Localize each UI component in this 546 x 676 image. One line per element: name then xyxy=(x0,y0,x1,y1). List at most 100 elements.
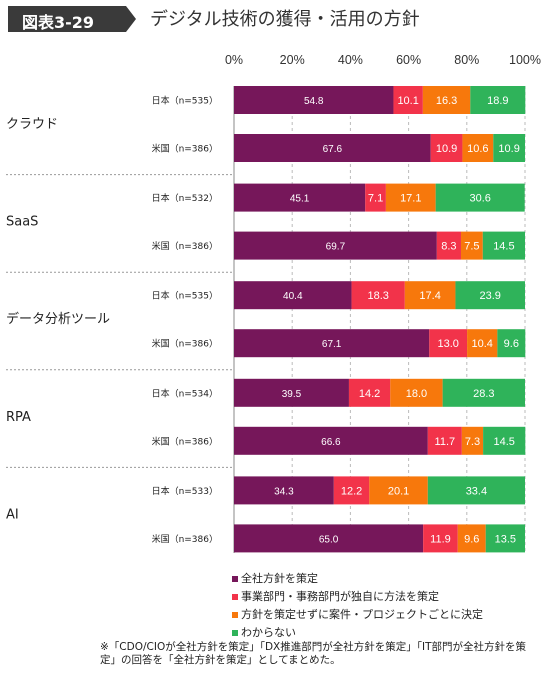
bar-segment xyxy=(462,134,494,162)
legend-label: 全社方針を策定 xyxy=(241,572,318,585)
bar-label: 日本（n=535） xyxy=(152,95,218,107)
data-label: 10.6 xyxy=(467,143,488,155)
bar-segment xyxy=(365,183,386,212)
bar-label: 日本（n=534） xyxy=(152,387,218,399)
data-label: 33.4 xyxy=(466,485,487,497)
data-label: 8.3 xyxy=(441,241,456,253)
data-label: 11.7 xyxy=(435,436,456,448)
x-tick-label: 80% xyxy=(454,53,479,67)
bar-segment xyxy=(483,426,526,455)
x-tick-label: 60% xyxy=(396,53,421,67)
bar-label: 米国（n=386） xyxy=(152,435,218,447)
bar-segment xyxy=(234,86,394,114)
data-label: 14.5 xyxy=(493,241,514,253)
data-label: 11.9 xyxy=(430,533,451,545)
chart-title: デジタル技術の獲得・活用の方針 xyxy=(150,9,420,30)
data-label: 28.3 xyxy=(473,388,494,400)
bar-segment xyxy=(470,86,526,114)
data-label: 9.6 xyxy=(464,533,479,545)
data-label: 45.1 xyxy=(290,194,310,205)
bar-segment xyxy=(493,134,525,162)
bar-segment xyxy=(467,329,498,358)
legend-item: わからない xyxy=(232,624,483,642)
data-label: 54.8 xyxy=(304,96,324,107)
group-label: クラウド xyxy=(6,117,58,132)
bar-segment xyxy=(348,378,391,407)
legend-label: 方針を策定せずに案件・プロジェクトごとに決定 xyxy=(241,608,483,621)
data-label: 13.5 xyxy=(495,533,516,545)
bar-segment xyxy=(234,134,431,162)
bar-segment xyxy=(369,476,428,505)
bar-label: 日本（n=532） xyxy=(152,192,218,204)
data-label: 14.2 xyxy=(359,388,380,400)
bar-segment xyxy=(234,426,428,455)
legend-swatch-0 xyxy=(232,576,238,582)
bar-segment xyxy=(457,524,486,553)
legend-swatch-2 xyxy=(232,612,238,618)
data-label: 65.0 xyxy=(319,534,339,545)
bar-segment xyxy=(461,426,484,455)
bar-label: 米国（n=386） xyxy=(152,533,218,545)
data-label: 10.1 xyxy=(397,95,418,107)
bar-label: 米国（n=386） xyxy=(152,240,218,252)
data-label: 30.6 xyxy=(469,193,490,205)
x-tick-label: 20% xyxy=(280,53,305,67)
data-label: 10.9 xyxy=(436,143,457,155)
bar-label: 日本（n=533） xyxy=(152,485,218,497)
bar-segment xyxy=(423,524,458,553)
x-tick-label: 0% xyxy=(225,53,243,67)
badge-shape xyxy=(8,6,136,32)
figure-badge: 図表3-29 xyxy=(8,6,136,32)
data-label: 34.3 xyxy=(274,486,294,497)
data-label: 39.5 xyxy=(282,389,302,400)
bar-segment xyxy=(430,134,463,162)
data-label: 9.6 xyxy=(504,338,519,350)
bar-label: 米国（n=386） xyxy=(152,143,218,155)
data-label: 66.6 xyxy=(321,437,341,448)
bar-segment xyxy=(234,231,437,260)
bar-segment xyxy=(497,329,526,358)
data-label: 69.7 xyxy=(326,242,346,253)
bar-segment xyxy=(427,476,525,505)
data-label: 40.4 xyxy=(283,291,303,302)
bar-segment xyxy=(436,231,461,260)
legend-label: わからない xyxy=(241,626,296,639)
bar-segment xyxy=(485,524,525,553)
x-tick-label: 100% xyxy=(509,53,541,67)
bar-segment xyxy=(351,281,405,310)
data-label: 18.9 xyxy=(487,95,508,107)
bar-segment xyxy=(427,426,462,455)
data-label: 7.3 xyxy=(465,436,480,448)
x-tick-label: 40% xyxy=(338,53,363,67)
bar-segment xyxy=(429,329,468,358)
bar-segment xyxy=(404,281,456,310)
group-label: AI xyxy=(6,507,19,522)
data-label: 20.1 xyxy=(388,485,409,497)
figure-number: 図表3-29 xyxy=(22,13,95,32)
legend-item: 全社方針を策定 xyxy=(232,570,483,588)
bar-segment xyxy=(234,524,424,553)
data-label: 10.9 xyxy=(498,143,519,155)
legend-item: 事業部門・事務部門が独自に方法を策定 xyxy=(232,588,483,606)
legend-swatch-3 xyxy=(232,630,238,636)
bar-segment xyxy=(390,378,443,407)
data-label: 12.2 xyxy=(341,485,362,497)
bar-segment xyxy=(385,183,436,212)
legend-label: 事業部門・事務部門が独自に方法を策定 xyxy=(241,590,439,603)
group-label: SaaS xyxy=(6,215,38,230)
bar-segment xyxy=(422,86,471,114)
bar-label: 米国（n=386） xyxy=(152,338,218,350)
bar-segment xyxy=(435,183,525,212)
data-label: 16.3 xyxy=(436,95,457,107)
data-label: 7.5 xyxy=(464,241,479,253)
data-label: 17.4 xyxy=(419,290,440,302)
legend-swatch-1 xyxy=(232,594,238,600)
bar-segment xyxy=(455,281,525,310)
data-label: 7.1 xyxy=(368,193,383,205)
data-label: 14.5 xyxy=(493,436,514,448)
bar-label: 日本（n=535） xyxy=(152,290,218,302)
bar-segment xyxy=(460,231,483,260)
bar-segment xyxy=(234,281,352,310)
bar-segment xyxy=(442,378,525,407)
